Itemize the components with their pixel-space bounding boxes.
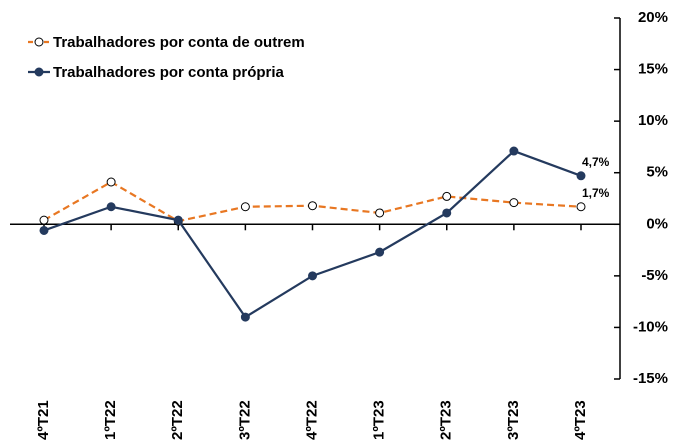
y-tick-label: 0%: [646, 215, 668, 232]
point: [576, 171, 586, 181]
value-label: 4,7%: [582, 155, 610, 169]
point: [576, 202, 586, 212]
point: [509, 146, 519, 156]
x-tick-label: 4ºT22: [303, 400, 320, 440]
point: [173, 215, 183, 225]
legend-marker: [34, 37, 44, 47]
point: [39, 225, 49, 235]
y-tick-label: -10%: [633, 318, 668, 335]
x-tick-label: 4ºT23: [572, 400, 589, 440]
legend-marker: [34, 67, 44, 77]
y-tick-label: 15%: [638, 61, 668, 78]
point: [106, 202, 116, 212]
point: [240, 202, 250, 212]
x-tick-label: 2ºT22: [169, 400, 186, 440]
value-label: 1,7%: [582, 186, 610, 200]
x-tick-label: 2ºT23: [438, 400, 455, 440]
x-tick-label: 3ºT22: [236, 400, 253, 440]
point: [39, 215, 49, 225]
point: [442, 191, 452, 201]
point: [106, 177, 116, 187]
point: [308, 201, 317, 211]
legend-label: Trabalhadores por conta própria: [53, 64, 285, 81]
point: [509, 198, 519, 208]
y-tick-label: 10%: [638, 112, 668, 129]
legend-label: Trabalhadores por conta de outrem: [53, 34, 305, 51]
y-tick-label: -5%: [641, 267, 668, 284]
x-tick-label: 4ºT21: [35, 400, 52, 440]
x-tick-label: 1ºT23: [371, 400, 388, 440]
point: [442, 208, 452, 218]
point: [240, 312, 250, 322]
x-tick-label: 1ºT22: [102, 400, 119, 440]
y-tick-label: 5%: [646, 164, 668, 181]
x-tick-label: 3ºT23: [505, 400, 522, 440]
y-tick-label: 20%: [638, 9, 668, 26]
point: [308, 271, 317, 281]
y-tick-label: -15%: [633, 370, 668, 387]
point: [375, 208, 385, 218]
series-line: [43, 149, 582, 319]
point: [375, 247, 385, 257]
